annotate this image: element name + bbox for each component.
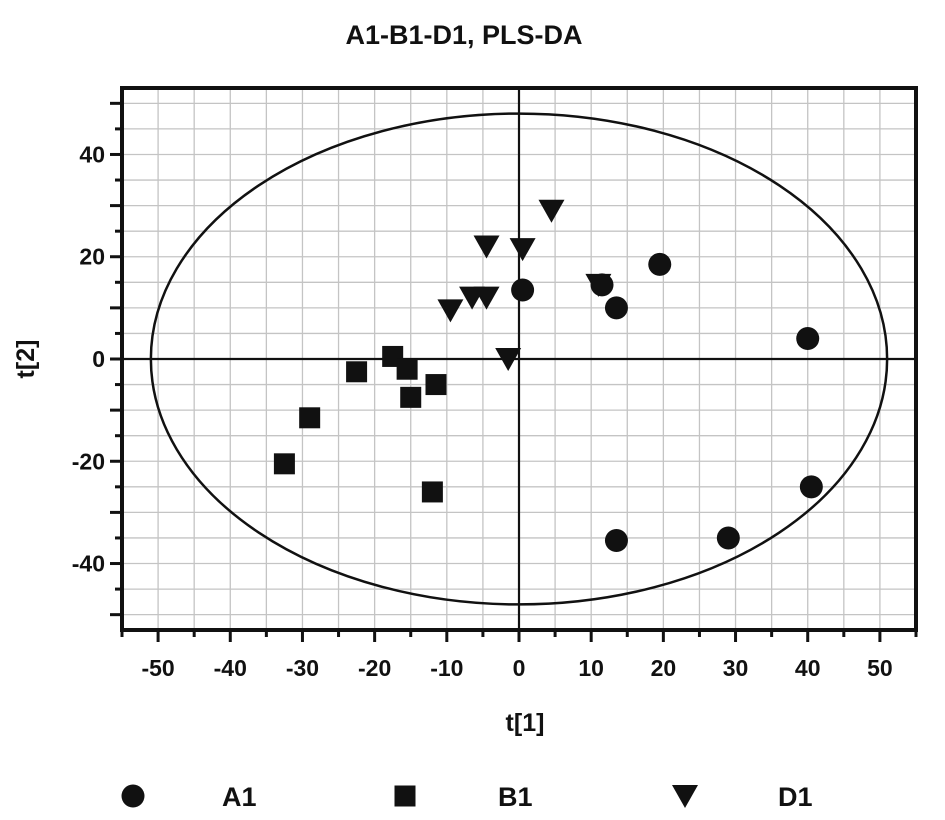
legend-item-a1: A1 [121, 782, 257, 812]
hotelling-ellipse [149, 112, 889, 606]
point-a1 [604, 529, 628, 553]
point-a1 [796, 327, 820, 351]
legend-marker-d1 [672, 785, 698, 808]
point-a1 [799, 475, 823, 499]
x-tick-label: -20 [358, 655, 391, 681]
point-a1 [604, 296, 628, 320]
x-tick-label: 50 [867, 655, 893, 681]
series-b1 [273, 345, 447, 503]
chart-title: A1-B1-D1, PLS-DA [345, 20, 582, 50]
y-axis-label: t[2] [12, 340, 40, 379]
point-b1 [400, 386, 422, 408]
point-b1 [273, 453, 295, 475]
x-tick-label: 0 [513, 655, 526, 681]
data-points [273, 199, 823, 553]
series-a1 [511, 252, 823, 553]
y-tick-label: -40 [72, 551, 105, 577]
point-d1 [509, 238, 536, 262]
point-d1 [437, 299, 464, 323]
point-a1 [648, 252, 672, 276]
legend-item-d1: D1 [672, 782, 813, 812]
x-tick-labels: -50 -40 -30 -20 -10 0 10 20 30 40 50 [141, 655, 892, 681]
point-d1 [473, 286, 500, 310]
legend-item-b1: B1 [394, 782, 533, 812]
legend-label: D1 [778, 782, 813, 812]
point-b1 [421, 481, 443, 503]
y-tick-labels: 40 20 0 -20 -40 [72, 141, 105, 576]
legend-label: B1 [498, 782, 533, 812]
x-tick-label: 10 [578, 655, 604, 681]
x-tick-label: 30 [723, 655, 749, 681]
point-d1 [473, 235, 500, 259]
x-tick-label: -50 [141, 655, 174, 681]
point-d1 [538, 199, 565, 223]
point-b1 [425, 374, 447, 396]
legend-marker-b1 [394, 785, 416, 807]
x-tick-label: 20 [651, 655, 677, 681]
point-a1 [511, 278, 535, 302]
point-b1 [299, 407, 321, 429]
x-tick-label: -40 [214, 655, 247, 681]
y-tick-label: 40 [79, 141, 105, 167]
y-tick-label: 20 [79, 244, 105, 270]
y-tick-label: -20 [72, 448, 105, 474]
x-tick-label: 40 [795, 655, 821, 681]
y-tick-label: 0 [92, 346, 105, 372]
x-axis-label: t[1] [506, 709, 545, 737]
point-b1 [346, 361, 368, 383]
reference-lines [122, 88, 916, 630]
point-b1 [396, 358, 418, 380]
legend: A1 B1 D1 [121, 782, 813, 812]
x-tick-label: -30 [286, 655, 319, 681]
axis-ticks [110, 101, 918, 642]
legend-marker-a1 [121, 784, 145, 808]
point-d1 [585, 273, 612, 297]
series-d1 [437, 199, 612, 371]
point-a1 [716, 526, 740, 550]
point-d1 [495, 348, 522, 371]
x-tick-label: -10 [430, 655, 463, 681]
legend-label: A1 [222, 782, 257, 812]
